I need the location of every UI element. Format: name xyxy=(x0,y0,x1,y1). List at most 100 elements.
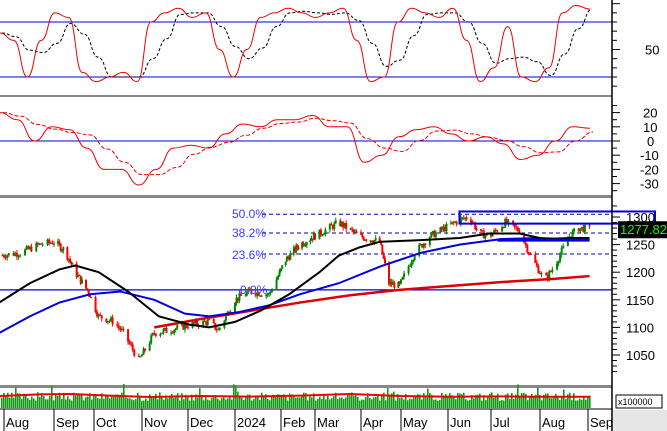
candle-body xyxy=(127,329,130,342)
volume-bar xyxy=(217,398,219,408)
volume-bar xyxy=(21,398,23,408)
candle-body xyxy=(119,327,122,330)
volume-bar xyxy=(327,395,329,408)
volume-bar xyxy=(549,397,551,408)
candle-body xyxy=(518,231,521,234)
x-tick-label: Nov xyxy=(144,415,168,430)
volume-bar xyxy=(489,393,491,408)
candle-body xyxy=(77,274,79,277)
candle-body xyxy=(128,341,131,344)
volume-bar xyxy=(265,394,267,408)
volume-bar xyxy=(589,395,591,408)
candle-body xyxy=(384,258,386,264)
volume-bar xyxy=(547,393,549,408)
volume-bar xyxy=(403,399,405,408)
candle-body xyxy=(355,231,358,233)
volume-bar xyxy=(23,393,25,408)
volume-bar xyxy=(285,395,287,408)
volume-bar xyxy=(243,399,245,408)
candle-body xyxy=(14,253,17,256)
candle-body xyxy=(360,232,362,235)
volume-bar xyxy=(413,397,415,408)
volume-bar xyxy=(395,400,397,408)
candle-body xyxy=(529,254,532,256)
volume-bar xyxy=(247,394,249,408)
candle-body xyxy=(571,231,574,239)
x-tick-label: Mar xyxy=(317,415,340,430)
volume-bar xyxy=(301,395,303,408)
candle-body xyxy=(48,239,51,243)
volume-bar xyxy=(427,388,429,408)
volume-bar xyxy=(69,399,71,408)
volume-bar xyxy=(369,397,371,408)
candle-body xyxy=(7,253,10,256)
volume-bar xyxy=(115,394,117,408)
volume-bar xyxy=(505,394,507,408)
candle-body xyxy=(203,320,206,322)
volume-bar xyxy=(5,395,7,408)
candle-body xyxy=(108,320,111,322)
volume-bar xyxy=(73,392,75,408)
volume-bar xyxy=(585,399,587,408)
candle-body xyxy=(245,292,248,296)
x-tick-label: Sep xyxy=(56,415,79,430)
volume-bar xyxy=(563,389,565,408)
candle-body xyxy=(305,242,308,245)
candle-body xyxy=(250,290,253,294)
volume-bar xyxy=(523,392,525,408)
candle-body xyxy=(235,297,238,303)
candle-body xyxy=(421,244,424,248)
volume-bar xyxy=(307,400,309,408)
volume-bar xyxy=(251,400,253,408)
candle-body xyxy=(318,229,321,240)
candle-body xyxy=(549,271,552,273)
candle-body xyxy=(364,239,366,241)
volume-bar xyxy=(165,395,167,408)
candle-body xyxy=(292,247,295,254)
candle-body xyxy=(40,243,43,245)
volume-bar xyxy=(7,392,9,408)
volume-bar xyxy=(191,394,193,408)
volume-bar xyxy=(283,394,285,408)
candle-body xyxy=(583,225,586,233)
oscillator-line xyxy=(0,112,591,186)
volume-bar xyxy=(41,392,43,408)
candle-body xyxy=(469,219,472,223)
candle-body xyxy=(428,237,431,246)
volume-bar xyxy=(61,398,63,408)
volume-bar xyxy=(355,393,357,408)
candle-body xyxy=(333,223,336,229)
candle-body xyxy=(116,324,119,326)
candle-body xyxy=(70,261,73,265)
volume-bar xyxy=(193,400,195,408)
candle-body xyxy=(373,240,376,244)
volume-bar xyxy=(357,396,359,408)
volume-bar xyxy=(551,398,553,408)
volume-bar xyxy=(277,394,279,408)
volume-unit-box: x100000 xyxy=(615,394,663,409)
osc-tick-label: -10 xyxy=(640,148,659,163)
candle-body xyxy=(183,324,186,330)
volume-bar xyxy=(471,395,473,408)
volume-bar xyxy=(199,388,201,408)
candle-body xyxy=(142,348,145,355)
volume-bar xyxy=(9,397,11,408)
volume-bar xyxy=(105,394,107,408)
candle-body xyxy=(303,245,306,247)
candle-body xyxy=(271,290,274,292)
volume-bar xyxy=(207,399,209,408)
candle-body xyxy=(133,349,136,356)
volume-bar xyxy=(583,396,585,408)
candle-body xyxy=(38,243,41,245)
candle-body xyxy=(59,244,62,251)
volume-average-line xyxy=(0,392,590,399)
candle-body xyxy=(193,321,196,324)
volume-bar xyxy=(535,394,537,408)
price-tick-label: 1150 xyxy=(626,293,654,308)
volume-bar xyxy=(423,393,425,408)
volume-bar xyxy=(25,394,27,408)
candle-body xyxy=(180,323,183,326)
candle-body xyxy=(215,329,218,331)
volume-bar xyxy=(57,395,59,408)
volume-bar xyxy=(541,400,543,408)
